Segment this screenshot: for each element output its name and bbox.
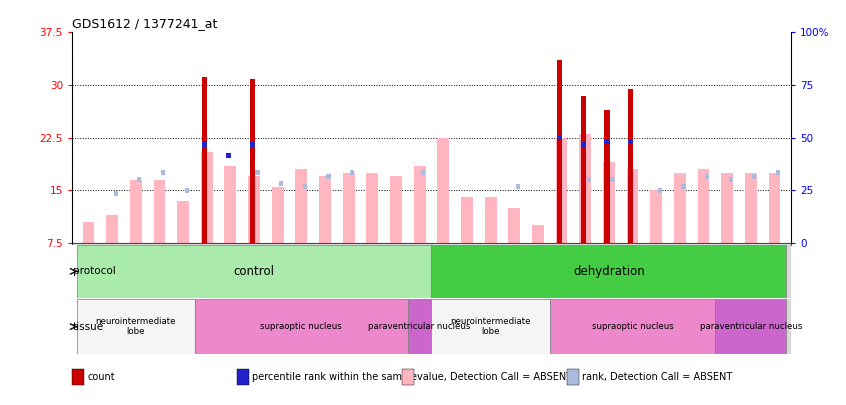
Bar <box>130 180 141 243</box>
Text: control: control <box>233 265 275 278</box>
Text: percentile rank within the sample: percentile rank within the sample <box>252 372 417 382</box>
Bar <box>224 166 236 243</box>
Text: neurointermediate
lobe: neurointermediate lobe <box>96 317 176 336</box>
Bar <box>408 299 431 354</box>
Bar <box>556 138 568 243</box>
Bar <box>580 96 586 243</box>
Bar <box>603 162 615 243</box>
Bar <box>350 170 354 175</box>
Bar <box>776 170 780 175</box>
Bar <box>431 245 786 298</box>
Text: supraoptic nucleus: supraoptic nucleus <box>261 322 343 331</box>
Bar <box>107 215 118 243</box>
Bar <box>698 169 710 243</box>
Bar <box>532 226 544 243</box>
Bar <box>557 135 563 141</box>
Text: dehydration: dehydration <box>573 265 645 278</box>
Bar <box>768 173 780 243</box>
Bar <box>674 173 686 243</box>
Bar <box>72 299 77 354</box>
Bar <box>586 177 591 182</box>
Text: supraoptic nucleus: supraoptic nucleus <box>591 322 673 331</box>
Bar <box>303 184 307 190</box>
Bar <box>431 299 550 354</box>
Bar <box>628 139 634 144</box>
Bar <box>248 176 260 243</box>
Bar <box>651 190 662 243</box>
Bar <box>195 299 408 354</box>
Text: neurointermediate
lobe: neurointermediate lobe <box>450 317 530 336</box>
Bar <box>744 173 756 243</box>
Bar <box>390 176 402 243</box>
Bar <box>153 180 165 243</box>
Bar <box>580 142 586 147</box>
Bar <box>580 134 591 243</box>
Text: tissue: tissue <box>73 322 104 332</box>
Bar <box>508 208 520 243</box>
Bar <box>177 201 189 243</box>
Text: GDS1612 / 1377241_at: GDS1612 / 1377241_at <box>72 17 217 30</box>
Bar <box>77 299 195 354</box>
Bar <box>627 169 639 243</box>
Bar <box>485 197 497 243</box>
Bar <box>628 89 634 243</box>
Bar <box>516 184 520 190</box>
Bar <box>327 174 331 179</box>
Bar <box>319 176 331 243</box>
Text: value, Detection Call = ABSENT: value, Detection Call = ABSENT <box>417 372 572 382</box>
Bar <box>272 187 283 243</box>
Bar <box>604 139 610 144</box>
Bar <box>437 138 449 243</box>
Bar <box>716 299 786 354</box>
Bar <box>343 173 354 243</box>
Bar <box>550 299 716 354</box>
Bar <box>250 79 255 243</box>
Bar <box>461 197 473 243</box>
Bar <box>279 181 283 186</box>
Bar <box>728 177 733 182</box>
Bar <box>226 153 231 158</box>
Bar <box>137 177 141 182</box>
Bar <box>604 110 610 243</box>
Bar <box>72 245 77 298</box>
Bar <box>77 245 431 298</box>
Text: paraventricular nucleus: paraventricular nucleus <box>700 322 802 331</box>
Bar <box>421 170 426 175</box>
Text: paraventricular nucleus: paraventricular nucleus <box>369 322 471 331</box>
Text: protocol: protocol <box>73 266 116 276</box>
Bar <box>83 222 95 243</box>
Bar <box>184 188 189 193</box>
Text: count: count <box>87 372 115 382</box>
Bar <box>113 191 118 196</box>
Bar <box>610 177 614 182</box>
Bar <box>681 184 685 190</box>
Bar <box>722 173 733 243</box>
Bar <box>202 77 207 243</box>
Bar <box>250 142 255 147</box>
Bar <box>255 170 260 175</box>
Bar <box>295 169 307 243</box>
Bar <box>202 142 207 147</box>
Bar <box>657 188 662 193</box>
Bar <box>414 166 426 243</box>
Bar <box>705 174 709 179</box>
Bar <box>557 60 563 243</box>
Bar <box>201 152 212 243</box>
Text: rank, Detection Call = ABSENT: rank, Detection Call = ABSENT <box>582 372 733 382</box>
Bar <box>161 170 165 175</box>
Bar <box>366 173 378 243</box>
Bar <box>752 174 756 179</box>
